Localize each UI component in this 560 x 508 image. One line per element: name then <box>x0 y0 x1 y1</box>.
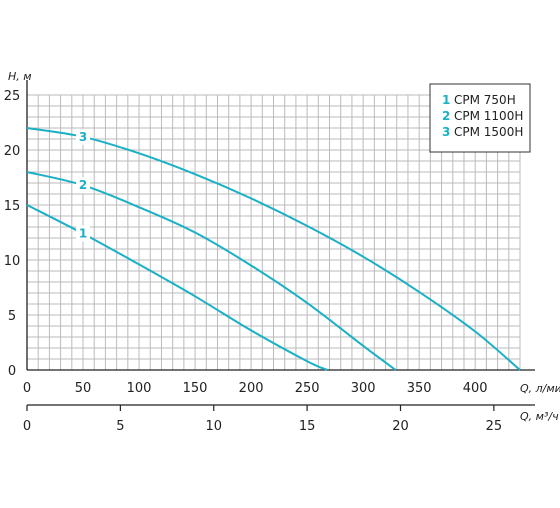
x-secondary-tick-label: 0 <box>23 419 31 434</box>
x-tick-label: 300 <box>351 381 376 396</box>
x-secondary-tick-label: 25 <box>486 419 503 434</box>
curve-label-background <box>76 128 91 145</box>
x-tick-label: 0 <box>23 381 31 396</box>
curve-label-background <box>76 177 91 194</box>
x-tick-label: 200 <box>239 381 264 396</box>
series-line-3 <box>26 127 521 371</box>
x-tick-label: 350 <box>407 381 432 396</box>
legend-label: CPM 1500H <box>454 125 523 139</box>
x-tick-label: 100 <box>127 381 152 396</box>
legend-number: 3 <box>442 125 450 139</box>
y-axis-label: H, м <box>8 70 32 83</box>
x-tick-label: 50 <box>75 381 92 396</box>
y-tick-label: 10 <box>4 254 21 269</box>
y-tick-label: 5 <box>8 309 16 324</box>
y-tick-label: 0 <box>8 364 16 379</box>
x-axis-label: Q, л/мин <box>520 382 560 395</box>
curve-label-background <box>76 225 91 242</box>
curve-labels: 1 2 3 <box>76 128 91 242</box>
x-secondary-tick-label: 15 <box>299 419 316 434</box>
legend-label: CPM 750H <box>454 93 516 107</box>
legend-box <box>429 83 531 153</box>
x-tick-label: 400 <box>463 381 488 396</box>
curve-label-2: 2 <box>79 178 87 192</box>
x-tick-label: 250 <box>295 381 320 396</box>
y-tick-label: 20 <box>4 144 21 159</box>
y-tick-label: 15 <box>4 199 21 214</box>
curve-label-1: 1 <box>79 227 87 241</box>
x-tick-label: 150 <box>183 381 208 396</box>
legend-number: 1 <box>442 93 450 107</box>
legend: 1 CPM 750H 2 CPM 1100H 3 CPM 1500H <box>429 83 531 153</box>
legend-number: 2 <box>442 109 450 123</box>
x-secondary-tick-label: 5 <box>116 419 124 434</box>
legend-label: CPM 1100H <box>454 109 523 123</box>
x-axis-secondary-label: Q, м³/ч <box>520 410 559 423</box>
y-tick-label: 25 <box>4 89 21 104</box>
series-line-2 <box>26 171 397 371</box>
x-secondary-tick-label: 20 <box>392 419 409 434</box>
curve-label-3: 3 <box>79 130 87 144</box>
x-secondary-tick-label: 10 <box>205 419 222 434</box>
